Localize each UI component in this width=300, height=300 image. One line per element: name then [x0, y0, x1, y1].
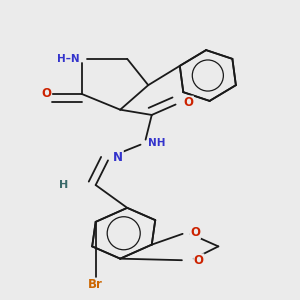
Text: NH: NH — [148, 138, 166, 148]
Text: Br: Br — [88, 278, 103, 292]
Text: H: H — [59, 180, 69, 190]
Text: H–N: H–N — [57, 54, 80, 64]
Text: O: O — [183, 96, 193, 109]
Text: O: O — [42, 87, 52, 101]
Text: O: O — [194, 254, 204, 267]
Text: N: N — [113, 151, 123, 164]
Text: O: O — [190, 226, 200, 239]
